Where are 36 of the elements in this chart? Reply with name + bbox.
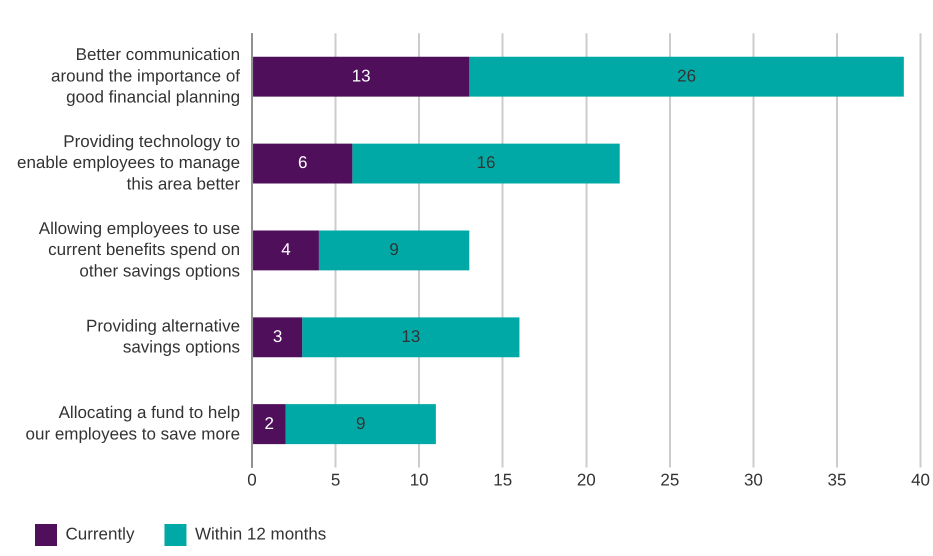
data-label: 16	[476, 153, 496, 172]
y-tick-label: Providing technology to enable employees to manage this area better	[16, 132, 240, 194]
legend-label: Currently	[66, 524, 135, 544]
bar	[469, 56, 904, 97]
bar	[352, 144, 620, 184]
bar	[318, 230, 470, 270]
x-tick-label: 0	[247, 470, 257, 490]
x-tick-label: 15	[493, 470, 512, 490]
x-tick-label: 40	[911, 470, 930, 490]
bar	[302, 317, 520, 358]
y-tick-label: Providing alternative savings options	[86, 316, 240, 357]
bar	[285, 404, 436, 444]
data-label: 9	[389, 240, 399, 260]
bar	[253, 404, 286, 444]
data-label: 2	[264, 414, 274, 433]
data-label: 26	[677, 66, 696, 86]
bar	[253, 317, 302, 358]
data-label: 13	[352, 66, 371, 86]
data-label: 4	[281, 240, 291, 260]
legend-label: Within 12 months	[194, 524, 326, 544]
y-tick-label: Allocating a fund to help our employees to save more	[26, 403, 240, 444]
y-tick-label: Better communication around the importance of good financial planning	[51, 45, 240, 107]
x-tick-label: 20	[576, 470, 596, 490]
x-tick-label: 5	[330, 470, 340, 490]
bar	[253, 56, 470, 97]
x-tick-label: 35	[828, 470, 846, 490]
x-tick-label: 25	[660, 470, 680, 490]
data-label: 9	[356, 414, 366, 433]
bar	[253, 230, 319, 270]
x-tick-label: 30	[744, 470, 763, 490]
x-tick-label: 10	[410, 470, 429, 490]
y-tick-label: Allowing employees to use current benefits spend on other savings options	[38, 218, 240, 280]
bar	[253, 144, 352, 184]
data-label: 13	[401, 326, 420, 346]
data-label: 6	[298, 153, 308, 172]
data-label: 3	[272, 326, 282, 346]
